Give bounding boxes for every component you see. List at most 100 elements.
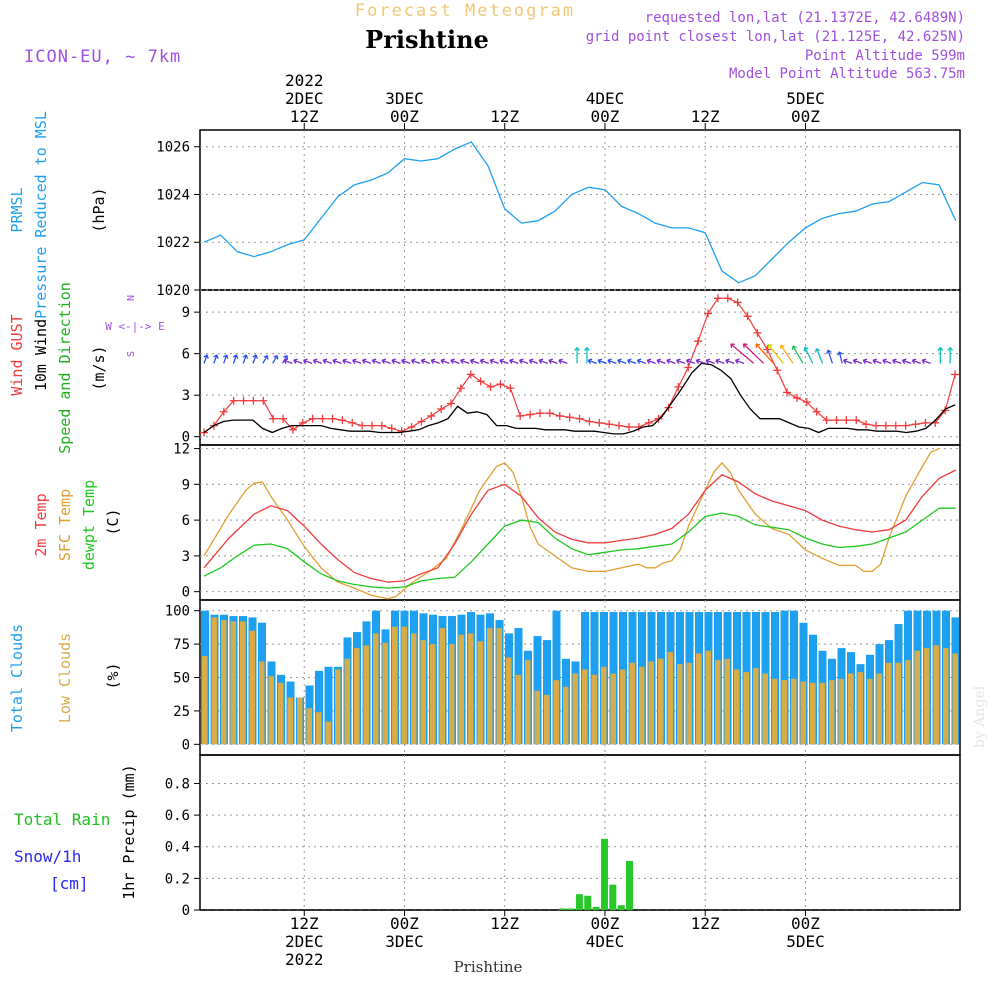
wind-direction-arrow [469, 358, 480, 364]
wind-direction-arrow [937, 346, 944, 364]
low-cloud-bar [610, 673, 616, 745]
bottom-time-label: 00Z [791, 914, 820, 933]
top-time-label: 00Z [390, 107, 419, 126]
gust-point [516, 411, 525, 420]
low-cloud-bar [430, 644, 436, 745]
wind-direction-arrow [735, 358, 745, 364]
compass-n: N [126, 295, 137, 301]
gust-point [921, 418, 930, 427]
wind-direction-arrow [837, 351, 843, 364]
low-cloud-bar [943, 648, 949, 745]
low-cloud-bar [905, 660, 911, 745]
wind-direction-arrow [509, 358, 519, 364]
gust-point [773, 366, 782, 375]
prmsl-label: PRMSL [8, 187, 26, 232]
wind-direction-arrow [558, 358, 568, 364]
gust-point [615, 421, 624, 430]
precip-axis-label: 1hr Precip (mm) [120, 764, 138, 899]
low-cloud-bar [563, 686, 569, 745]
low-cloud-bar [800, 681, 806, 745]
wind-direction-arrow [519, 358, 529, 364]
gust-label: Wind GUST [8, 314, 26, 395]
gust-point [269, 414, 278, 423]
y-tick-label: 0.2 [165, 871, 190, 887]
low-cloud-bar [591, 674, 597, 745]
rain-bar [609, 884, 617, 910]
gust-point [713, 294, 722, 303]
gust-point [526, 410, 535, 419]
wind-direction-arrow [203, 354, 209, 364]
low-cloud-bar [230, 621, 236, 745]
gust-point [308, 414, 317, 423]
wind-label: 10m Wind [32, 319, 50, 391]
low-cloud-bar [259, 661, 265, 745]
wind-direction-arrow [901, 358, 912, 364]
gust-point [802, 398, 811, 407]
top-time-label: 12Z [490, 107, 519, 126]
wind-direction-arrow [223, 354, 229, 364]
low-cloud-bar [724, 658, 730, 745]
low-cloud-bar [848, 673, 854, 745]
low-cloud-bar [895, 662, 901, 745]
low-cloud-bar [553, 680, 559, 745]
grid-lines [200, 130, 960, 911]
gust-point [259, 396, 268, 405]
total-cloud-bar [533, 636, 542, 745]
wind-direction-arrow [272, 354, 279, 364]
gust-point [872, 421, 880, 430]
bottom-time-label: 2022 [285, 950, 324, 969]
top-time-label: 5DEC [786, 89, 825, 108]
y-tick-label: 9 [182, 305, 190, 321]
low-cloud-bar [667, 652, 673, 745]
rain-bar [592, 906, 600, 910]
gust-point [585, 417, 594, 426]
gust-point [654, 414, 663, 423]
gust-point [684, 363, 693, 372]
wind-direction-arrow [607, 358, 617, 364]
low-cloud-bar [762, 673, 768, 745]
rain-bar [617, 905, 625, 910]
t2m-label: 2m Temp [32, 493, 50, 556]
bottom-time-label: 3DEC [385, 932, 424, 951]
gust-point [358, 421, 367, 430]
y-tick-label: 0 [182, 430, 190, 446]
low-cloud-bar [496, 628, 502, 745]
gust-point [891, 421, 900, 430]
wind-direction-arrow [814, 347, 824, 364]
wind-direction-arrow [617, 358, 627, 364]
gust-point [575, 414, 584, 423]
wind-direction-arrow [636, 358, 647, 364]
wind-direction-arrow [538, 358, 548, 364]
y-tick-label: 6 [182, 513, 190, 529]
gust-point [852, 416, 861, 425]
gust-point [456, 384, 465, 393]
total-cloud-bar [790, 610, 798, 745]
snow-unit-label: [cm] [50, 874, 89, 893]
y-tick-label: 0 [182, 585, 190, 601]
gust-point [328, 414, 337, 423]
location-title: Prishtine [365, 25, 489, 54]
gust-point [694, 337, 703, 346]
low-cloud-bar [819, 682, 825, 745]
temp-panel [199, 444, 961, 601]
wind-direction-arrow [361, 358, 372, 364]
low-cloud-bar [487, 628, 493, 745]
gust-point [348, 418, 357, 427]
ms-unit-label: (m/s) [90, 345, 108, 390]
tsfc-label: SFC Temp [56, 489, 74, 561]
gust-point [595, 418, 604, 427]
low-cloud-bar [401, 626, 407, 745]
wind-direction-arrow [862, 358, 872, 364]
total-clouds-label: Total Clouds [8, 624, 26, 732]
bottom-time-label: 12Z [490, 914, 519, 933]
wind-desc-label: Speed and Direction [56, 282, 74, 454]
gust-point [753, 328, 762, 337]
footer-location: Prishtine [454, 958, 523, 976]
gust-point [496, 380, 505, 389]
gust-point [407, 423, 416, 432]
product-title: Forecast Meteogram [355, 1, 575, 21]
gust-point [822, 416, 831, 425]
low-cloud-bar [411, 633, 417, 745]
gust-point [437, 405, 446, 414]
